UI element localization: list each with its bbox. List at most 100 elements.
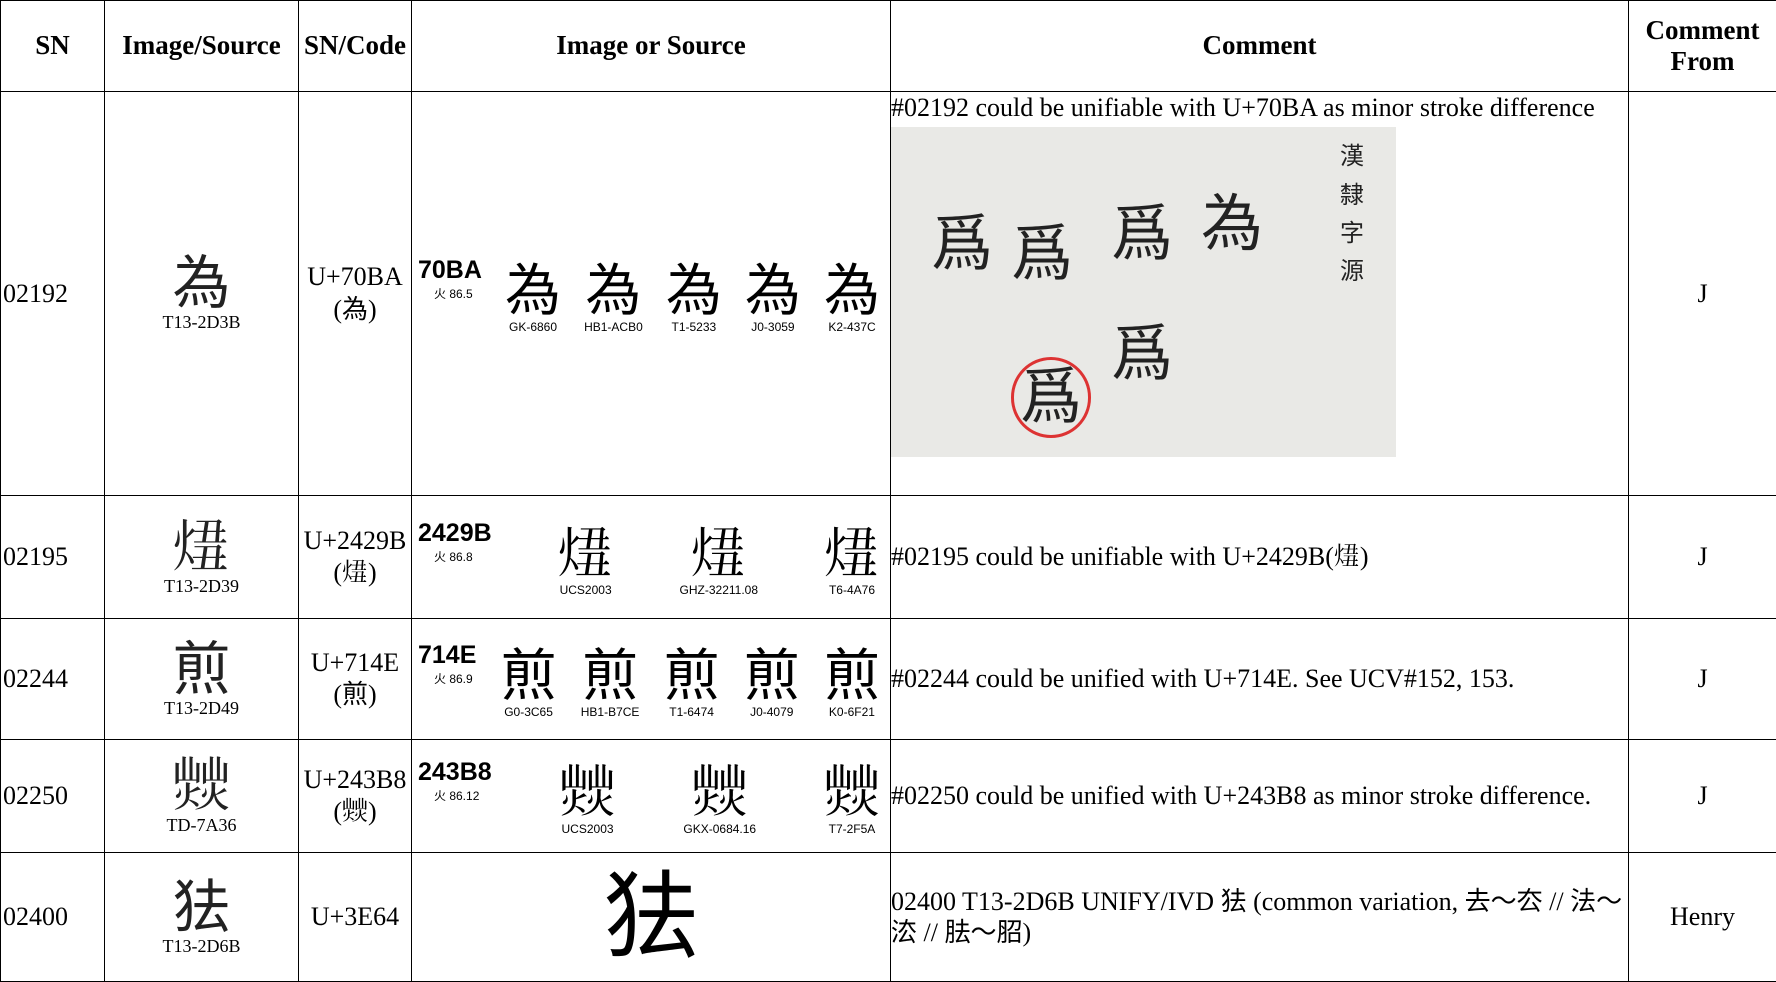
comment-cell: 02400 T13-2D6B UNIFY/IVD 㹤 (common varia… [891, 853, 1629, 982]
code-cell: U+714E (煎) [299, 619, 412, 740]
header-cell: SN [1, 1, 105, 92]
image-glyph: 爲 [1011, 357, 1091, 437]
code-cell: U+70BA(為) [299, 92, 412, 496]
glyph-label: J0-4079 [750, 705, 793, 719]
comment-from-cell: J [1629, 92, 1776, 496]
glyph: 為 [824, 264, 880, 320]
image-glyph: 爲 [931, 207, 993, 281]
glyph-label: T6-4A76 [829, 583, 875, 597]
image-glyph: 爲 [1111, 317, 1173, 391]
comment-text: #02244 could be unified with U+714E. See… [891, 663, 1628, 694]
comment-text: #02192 could be unifiable with U+70BA as… [891, 92, 1628, 123]
glyph: 𤊛 [558, 527, 614, 583]
code-cell: U+243B8(𤎸) [299, 740, 412, 853]
source-label: T13-2D3B [105, 312, 298, 333]
comment-from-cell: J [1629, 619, 1776, 740]
code-cell: U+3E64 [299, 853, 412, 982]
glyph: 𤊛 [105, 518, 298, 576]
evidence-code: 70BA [418, 256, 482, 285]
comment-cell: #02195 could be unifiable with U+2429B(𤊛… [891, 496, 1629, 619]
glyph: 𤊛 [691, 527, 747, 583]
glyph: 為 [745, 264, 801, 320]
glyph: 為 [666, 264, 722, 320]
glyph: 為 [105, 254, 298, 312]
sn-cell: 02192 [1, 92, 105, 496]
glyph: 為 [585, 264, 641, 320]
evidence-radical: 火 86.9 [418, 670, 476, 687]
evidence-radical: 火 86.12 [418, 787, 492, 804]
glyph-label: GKX-0684.16 [683, 822, 756, 836]
comment-image: 漢隸字源爲爲爲為爲爲 [891, 127, 1396, 457]
glyph: 煎 [744, 649, 800, 705]
glyph-label: T1-6474 [669, 705, 714, 719]
comment-from-cell: J [1629, 740, 1776, 853]
glyph-label: T1-5233 [671, 320, 716, 334]
glyph-label: GHZ-32211.08 [680, 583, 759, 597]
glyph-label: HB1-ACB0 [584, 320, 643, 334]
header-cell: Comment [891, 1, 1629, 92]
evidence-radical: 火 86.8 [418, 548, 492, 565]
sn-cell: 02250 [1, 740, 105, 853]
header-cell: Image or Source [412, 1, 891, 92]
source-label: T13-2D39 [105, 576, 298, 597]
comment-text: 02400 T13-2D6B UNIFY/IVD 㹤 (common varia… [891, 886, 1628, 948]
source-label: T13-2D6B [105, 936, 298, 957]
glyph-label: UCS2003 [560, 583, 612, 597]
code-cell: U+2429B (𤊛) [299, 496, 412, 619]
glyph: 為 [505, 264, 561, 320]
header-cell: Comment From [1629, 1, 1776, 92]
evidence-glyph: 㹤 [412, 869, 890, 965]
evidence-cell: 㹤 [412, 853, 891, 982]
comment-from-cell: Henry [1629, 853, 1776, 982]
source-label: T13-2D49 [105, 698, 298, 719]
glyph: 𤎸 [824, 766, 880, 822]
image-title: 漢隸字源 [1340, 137, 1366, 291]
glyph: 𤎸 [560, 766, 616, 822]
glyph: 煎 [824, 649, 880, 705]
image-glyph: 爲 [1011, 217, 1073, 291]
image-glyph: 爲 [1111, 197, 1173, 271]
glyph-label: HB1-B7CE [581, 705, 640, 719]
glyph: 㹤 [105, 878, 298, 936]
sn-cell: 02400 [1, 853, 105, 982]
glyph: 𤎸 [105, 757, 298, 815]
glyph: 煎 [582, 649, 638, 705]
source-label: TD-7A36 [105, 815, 298, 836]
glyph: 煎 [501, 649, 557, 705]
glyph-label: J0-3059 [751, 320, 794, 334]
header-cell: SN/Code [299, 1, 412, 92]
